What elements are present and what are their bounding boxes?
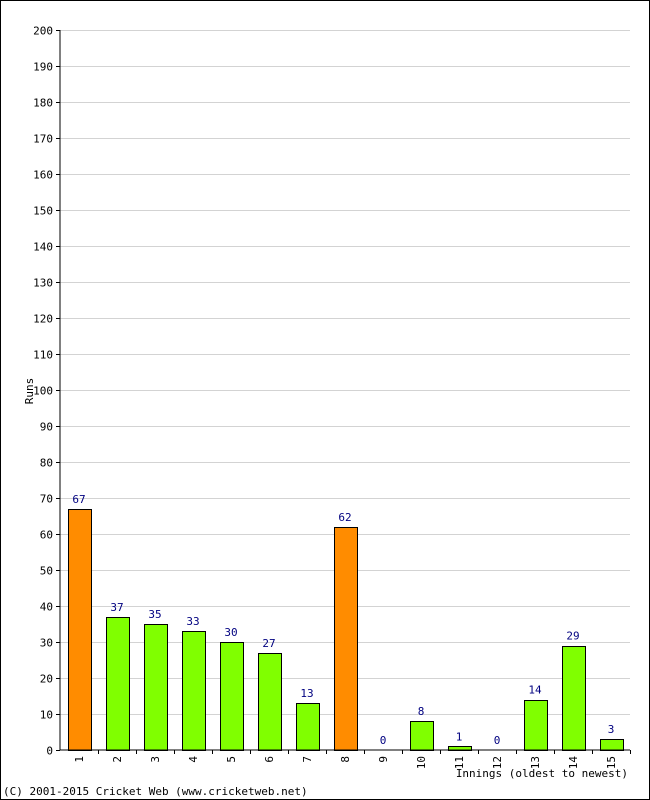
data-label: 0 (494, 734, 501, 747)
x-tick-labels: 1 2 3 4 5 6 7 8 9 10 11 12 13 14 15 (73, 750, 631, 769)
data-label: 37 (110, 601, 123, 614)
y-tick-label: 200 (33, 25, 53, 38)
y-tick-label: 160 (33, 169, 53, 182)
data-label: 1 (456, 730, 463, 743)
y-tick-label: 40 (40, 601, 53, 614)
data-label: 35 (148, 608, 161, 621)
bar-innings-4 (182, 631, 206, 751)
bar-innings-3 (144, 624, 168, 751)
x-tick-label: 15 (605, 756, 618, 769)
x-tick-label: 5 (225, 756, 238, 763)
data-label: 29 (566, 630, 579, 643)
bar-innings-5 (220, 642, 244, 751)
y-tick-label: 60 (40, 529, 53, 542)
y-tick-label: 10 (40, 709, 53, 722)
y-tick-label: 100 (33, 385, 53, 398)
data-label: 14 (528, 684, 542, 697)
x-tick-label: 12 (491, 756, 504, 769)
data-label: 67 (72, 493, 85, 506)
bar-innings-6 (258, 653, 282, 751)
data-labels: 67 37 35 33 30 27 13 62 0 8 1 0 14 29 3 (72, 493, 614, 747)
data-label: 33 (186, 615, 199, 628)
data-label: 13 (300, 687, 313, 700)
data-label: 30 (224, 626, 237, 639)
x-tick-label: 14 (567, 756, 580, 770)
x-tick-label: 6 (263, 756, 276, 763)
bar-innings-13 (524, 700, 548, 751)
x-tick-label: 9 (377, 756, 390, 763)
x-tick-label: 11 (453, 756, 466, 769)
y-tick-label: 190 (33, 61, 53, 74)
bar-innings-2 (106, 617, 130, 751)
y-tick-label: 130 (33, 277, 53, 290)
x-tick-label: 10 (415, 756, 428, 769)
y-tick-label: 80 (40, 457, 53, 470)
data-label: 0 (380, 734, 387, 747)
data-label: 3 (608, 723, 615, 736)
y-tick-label: 170 (33, 133, 53, 146)
y-tick-label: 150 (33, 205, 53, 218)
bar-innings-10 (410, 721, 434, 751)
bar-innings-8 (334, 527, 358, 751)
data-label: 62 (338, 511, 351, 524)
y-tick-label: 50 (40, 565, 53, 578)
y-tick-label: 70 (40, 493, 53, 506)
bar-innings-1 (68, 509, 92, 751)
y-tick-labels: 0 10 20 30 40 50 60 70 80 90 100 110 120 130 140 150 160… (33, 25, 60, 758)
bar-innings-7 (296, 703, 320, 751)
y-tick-label: 30 (40, 637, 53, 650)
y-tick-label: 110 (33, 349, 53, 362)
y-tick-label: 140 (33, 241, 53, 254)
y-axis-title: Runs (23, 378, 36, 405)
x-tick-label: 13 (529, 756, 542, 769)
y-tick-label: 20 (40, 673, 53, 686)
y-tick-label: 90 (40, 421, 53, 434)
x-tick-label: 4 (187, 756, 200, 763)
x-tick-label: 7 (301, 756, 314, 763)
bar-innings-15 (600, 739, 624, 751)
bars (68, 509, 624, 751)
x-tick-label: 1 (73, 756, 86, 763)
y-tick-label: 180 (33, 97, 53, 110)
x-tick-label: 8 (339, 756, 352, 763)
data-label: 27 (262, 637, 275, 650)
data-label: 8 (418, 705, 425, 718)
y-tick-label: 0 (46, 745, 53, 758)
bar-innings-14 (562, 646, 586, 751)
x-tick-label: 3 (149, 756, 162, 763)
copyright-footer: (C) 2001-2015 Cricket Web (www.cricketwe… (3, 785, 308, 798)
y-tick-label: 120 (33, 313, 53, 326)
x-axis-title: Innings (oldest to newest) (456, 767, 628, 780)
x-tick-label: 2 (111, 756, 124, 763)
